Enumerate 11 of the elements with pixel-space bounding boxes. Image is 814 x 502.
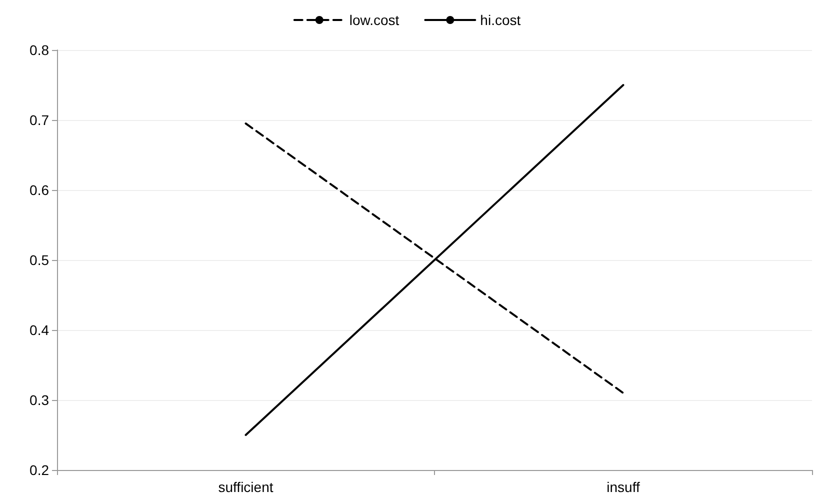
y-tick-label: 0.6 xyxy=(30,182,50,198)
x-tick-label: insuff xyxy=(606,479,640,495)
x-tick-label: sufficient xyxy=(218,479,274,495)
legend-label: hi.cost xyxy=(480,12,521,28)
y-tick-label: 0.2 xyxy=(30,462,50,478)
y-tick-label: 0.3 xyxy=(30,392,50,408)
y-tick-label: 0.7 xyxy=(30,112,50,128)
legend-label: low.cost xyxy=(349,12,400,28)
y-tick-label: 0.4 xyxy=(30,322,50,338)
y-tick-label: 0.5 xyxy=(30,252,50,268)
y-tick-label: 0.8 xyxy=(30,42,50,58)
